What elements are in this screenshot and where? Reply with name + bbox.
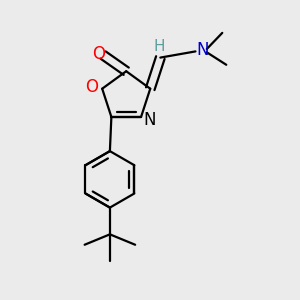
Text: N: N xyxy=(197,41,209,59)
Text: O: O xyxy=(85,78,98,96)
Text: N: N xyxy=(144,111,156,129)
Text: O: O xyxy=(92,45,105,63)
Text: H: H xyxy=(153,39,165,54)
